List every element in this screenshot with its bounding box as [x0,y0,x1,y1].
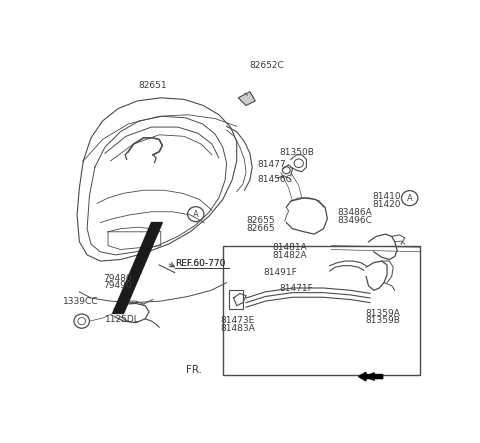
Text: 81471F: 81471F [279,284,313,293]
Text: 81359A: 81359A [365,309,400,318]
Text: 79480: 79480 [103,274,132,283]
Text: 81477: 81477 [257,159,286,168]
Text: A: A [193,210,199,219]
Text: REF.60-770: REF.60-770 [175,260,226,268]
Text: 81491F: 81491F [263,268,297,276]
Text: 81483A: 81483A [220,323,255,333]
Text: 82655: 82655 [246,216,275,225]
Text: 81410: 81410 [372,192,401,201]
Text: 81359B: 81359B [365,316,400,325]
Text: 82652C: 82652C [250,61,285,70]
Bar [223,246,420,375]
Polygon shape [113,222,162,313]
FancyArrow shape [359,372,383,381]
Text: 82651: 82651 [138,81,167,90]
Text: 81350B: 81350B [279,148,314,156]
Text: A: A [407,194,412,202]
Text: 83496C: 83496C [337,216,372,225]
Text: 81456C: 81456C [257,175,292,184]
Text: 81482A: 81482A [272,251,307,260]
Text: FR.: FR. [186,365,203,375]
Text: 81420: 81420 [372,200,401,210]
Bar [229,290,243,309]
Text: 83486A: 83486A [337,208,372,218]
Text: 1339CC: 1339CC [63,297,98,306]
Polygon shape [238,92,255,105]
Text: 1125DL: 1125DL [105,315,139,324]
Text: 81481A: 81481A [272,243,307,252]
Text: 81473E: 81473E [220,316,254,325]
Text: REF.60-770: REF.60-770 [175,260,226,268]
Text: 82665: 82665 [246,224,275,233]
Text: 79490: 79490 [103,281,132,290]
